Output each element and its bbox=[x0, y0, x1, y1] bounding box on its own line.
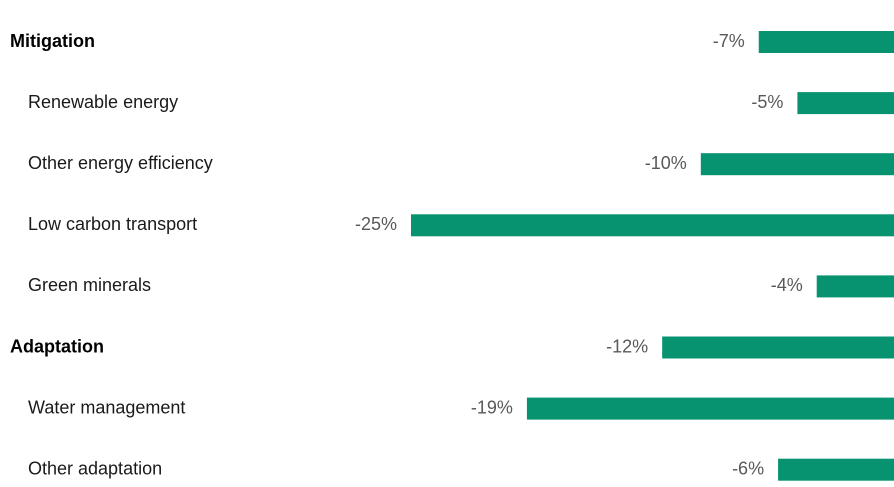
category-label: Adaptation bbox=[10, 336, 104, 356]
category-label: Mitigation bbox=[10, 31, 95, 51]
category-label: Other adaptation bbox=[28, 458, 162, 478]
value-label: -6% bbox=[732, 458, 764, 478]
category-label: Water management bbox=[28, 397, 185, 417]
bar bbox=[526, 397, 894, 420]
value-label: -19% bbox=[471, 397, 513, 417]
category-label: Other energy efficiency bbox=[28, 153, 213, 173]
category-label: Green minerals bbox=[28, 275, 151, 295]
category-label: Low carbon transport bbox=[28, 214, 197, 234]
value-label: -12% bbox=[606, 336, 648, 356]
bar bbox=[411, 214, 894, 237]
value-label: -5% bbox=[751, 92, 783, 112]
bar bbox=[778, 458, 894, 481]
category-label: Renewable energy bbox=[28, 92, 178, 112]
value-label: -25% bbox=[355, 214, 397, 234]
bar bbox=[700, 153, 894, 176]
bar bbox=[797, 92, 894, 115]
value-label: -7% bbox=[713, 31, 745, 51]
bar bbox=[816, 275, 894, 298]
bar bbox=[662, 336, 894, 359]
bar bbox=[758, 31, 894, 53]
value-label: -10% bbox=[645, 153, 687, 173]
value-label: -4% bbox=[771, 275, 803, 295]
